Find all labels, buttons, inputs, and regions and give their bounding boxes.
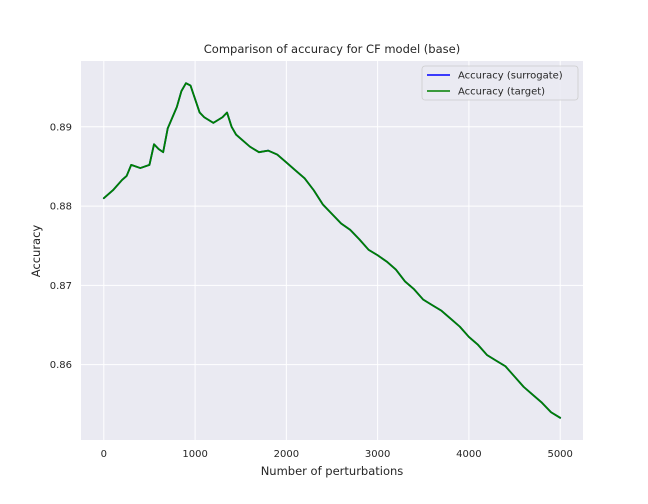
x-tick-label: 3000 (365, 449, 390, 460)
x-tick-label: 2000 (274, 449, 299, 460)
y-tick-label: 0.89 (50, 122, 72, 133)
y-axis-label: Accuracy (29, 225, 43, 278)
legend-label-target: Accuracy (target) (458, 87, 545, 98)
x-tick-label: 0 (101, 449, 107, 460)
grid (81, 61, 583, 440)
y-tick-label: 0.87 (50, 281, 72, 292)
x-tick-label: 5000 (547, 449, 572, 460)
plot-area (81, 61, 583, 440)
series-layer (102, 82, 562, 419)
x-tick-label: 1000 (182, 449, 207, 460)
chart-title: Comparison of accuracy for CF model (bas… (204, 42, 460, 56)
legend-label-surrogate: Accuracy (surrogate) (458, 71, 563, 82)
y-tick-labels: 0.86 0.87 0.88 0.89 (50, 122, 72, 371)
x-axis-label: Number of perturbations (261, 464, 404, 478)
y-tick-label: 0.88 (50, 202, 72, 213)
x-tick-labels: 0 1000 2000 3000 4000 5000 (101, 449, 573, 460)
legend: Accuracy (surrogate) Accuracy (target) (421, 65, 579, 101)
y-tick-label: 0.86 (50, 360, 72, 371)
x-tick-label: 4000 (456, 449, 481, 460)
legend-box (421, 65, 579, 101)
series-line-target (102, 82, 562, 419)
